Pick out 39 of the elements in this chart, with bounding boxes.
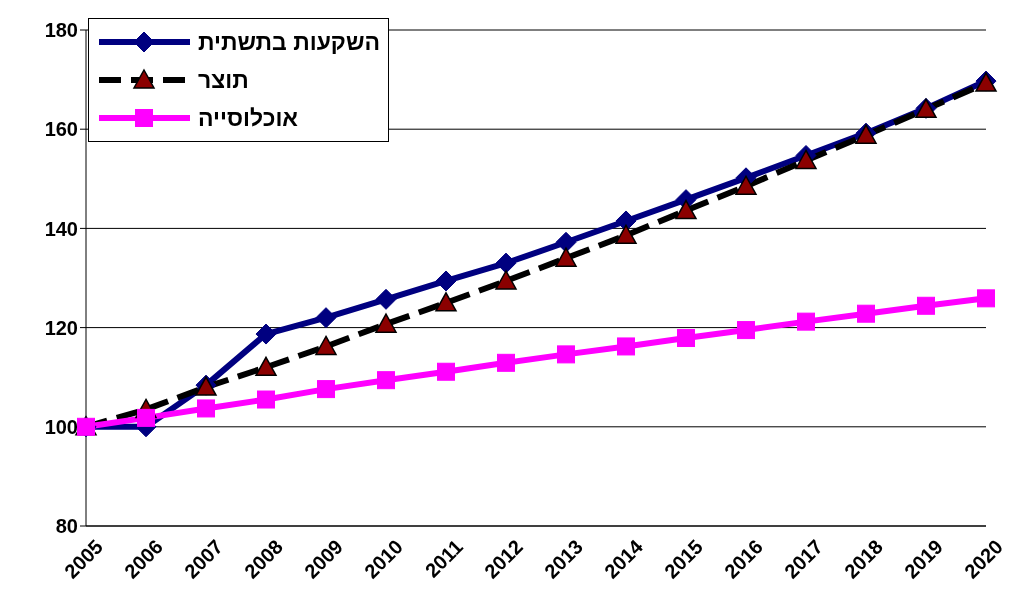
y-tick-label: 180 — [44, 19, 78, 42]
y-tick-label: 80 — [55, 515, 78, 538]
point — [557, 345, 575, 364]
point — [437, 362, 455, 381]
legend-label: השקעות בתשתית — [198, 28, 380, 56]
y-tick-label: 120 — [44, 316, 78, 339]
point — [495, 252, 517, 274]
point — [375, 313, 397, 333]
point — [255, 356, 277, 377]
y-tick-label: 160 — [44, 118, 78, 141]
point — [377, 371, 395, 390]
point — [737, 321, 755, 340]
legend-label: אוכלוסייה — [198, 104, 299, 132]
point — [555, 231, 577, 253]
y-tick-label: 100 — [44, 415, 78, 438]
point — [677, 329, 695, 348]
point — [495, 270, 517, 290]
point — [795, 149, 817, 170]
point — [257, 390, 275, 409]
point — [497, 353, 515, 372]
point — [917, 296, 935, 315]
point — [435, 270, 457, 292]
point — [197, 399, 215, 418]
point — [735, 175, 757, 195]
point — [555, 247, 577, 267]
point — [857, 304, 875, 323]
point — [255, 323, 277, 345]
point — [797, 312, 815, 331]
point — [617, 337, 635, 356]
point — [675, 199, 697, 220]
point — [315, 335, 337, 356]
y-tick-label: 140 — [44, 217, 78, 240]
point — [375, 288, 397, 310]
legend-label: תוצר — [198, 66, 249, 94]
point — [615, 224, 637, 245]
point — [317, 380, 335, 399]
point — [977, 289, 995, 308]
point — [315, 307, 337, 329]
point — [435, 292, 457, 312]
